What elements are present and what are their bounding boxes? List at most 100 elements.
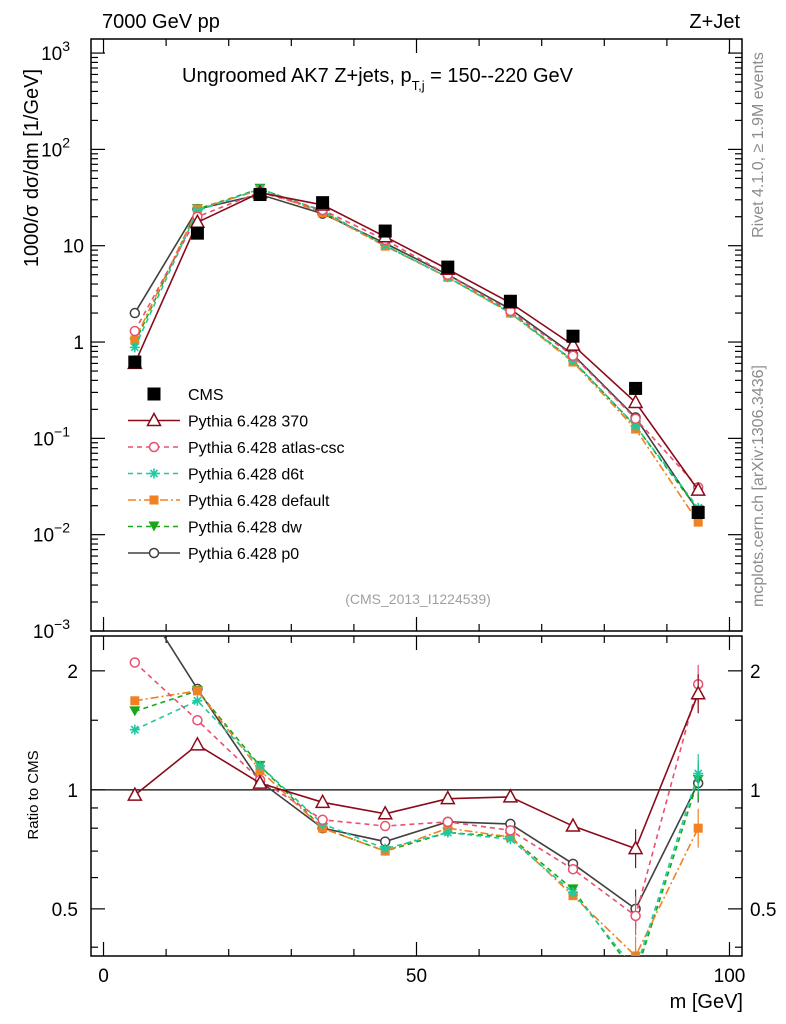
x-axis-title: m [GeV] (670, 991, 743, 1013)
marker-d6t-star (129, 342, 140, 353)
series-line-dw (134, 187, 699, 511)
marker-p370-triangle (565, 336, 581, 351)
series-line-d6t (134, 187, 699, 509)
y-tick-exponent: 3 (62, 38, 70, 54)
ratio-y-tick-label: 1 (67, 781, 78, 802)
marker-p370-triangle (440, 790, 456, 805)
marker-dw-triangle (148, 521, 160, 532)
ratio-line-dw (134, 689, 699, 956)
legend: CMS Pythia 6.428 370 Pythia 6.428 atlas-cs… (128, 387, 345, 563)
marker-d6t-star-stroke (443, 828, 452, 837)
x-tick-label: 100 (714, 966, 746, 987)
marker-d6t-star (693, 768, 704, 779)
marker-d6t-star (442, 827, 453, 838)
marker-p370-triangle (314, 793, 331, 809)
y-tick-exponent: −1 (54, 423, 70, 439)
marker-open-circle (130, 586, 139, 595)
y-tick-mantissa: 10 (33, 526, 54, 547)
marker-default-square (130, 335, 140, 345)
ratio-axes: 0 50 100 0.5 0.5 1 1 2 2 (52, 636, 776, 987)
y-tick-label: 102 (41, 134, 70, 161)
x-tick-label: 0 (98, 966, 109, 987)
marker-open-circle (630, 413, 641, 424)
marker-default-square (130, 696, 140, 706)
marker-d6t-star (567, 887, 578, 898)
plot-title: Ungroomed AK7 Z+jets, pT,j = 150--220 Ge… (182, 65, 574, 93)
marker-d6t-star-stroke (632, 967, 639, 974)
y-tick-mantissa: 10 (33, 622, 54, 643)
marker-d6t-star (380, 843, 391, 854)
marker-p370-triangle (377, 805, 393, 820)
mcplots-label: mcplots.cern.ch [arXiv:1306.3436] (750, 365, 767, 607)
ratio-y-tick-label-right: 2 (750, 662, 761, 683)
ratio-y-tick-label-right: 1 (750, 781, 761, 802)
marker-open-circle (567, 863, 579, 875)
marker-d6t-star (631, 965, 641, 975)
marker-open-circle (192, 714, 203, 726)
marker-open-circle (129, 325, 141, 337)
marker-dw-triangle (630, 970, 641, 980)
series-line-atlas (134, 191, 699, 488)
y-tick-exponent: −3 (54, 616, 70, 632)
marker-d6t-star-stroke (130, 725, 139, 734)
marker-cms-square (147, 387, 161, 401)
ratio-line-atlas (134, 661, 699, 918)
ratio-line-p370 (134, 693, 699, 850)
plot-title-subscript: T,j (412, 78, 425, 93)
marker-cms-square (316, 196, 330, 210)
marker-d6t-star (149, 468, 159, 479)
marker-d6t-star-stroke (255, 761, 265, 771)
marker-open-circle (148, 547, 160, 559)
marker-d6t-star-stroke (632, 967, 639, 974)
y-tick-label: 10−2 (33, 520, 70, 547)
main-panel-frame (90, 38, 743, 632)
marker-d6t-star-stroke (631, 421, 640, 431)
marker-open-circle (148, 441, 160, 453)
marker-default-square (693, 517, 703, 527)
marker-dw-triangle (129, 706, 141, 717)
y-tick-exponent: 2 (62, 134, 70, 150)
ratio-y-tick-label: 0.5 (52, 900, 78, 921)
legend-label-cms: CMS (188, 387, 224, 404)
marker-p370-triangle (252, 774, 268, 789)
marker-p370-triangle (627, 840, 644, 855)
marker-cms-square (378, 224, 392, 238)
y-tick-label: 10−1 (33, 423, 70, 450)
energy-label: 7000 GeV pp (102, 11, 220, 33)
ratio-y-tick-label: 2 (67, 662, 78, 683)
marker-cms-square (629, 381, 643, 395)
analysis-id: (CMS_2013_I1224539) (345, 591, 491, 607)
process-label: Z+Jet (689, 11, 740, 33)
y-tick-label: 10 (63, 237, 84, 258)
ratio-line-d6t (134, 699, 699, 956)
marker-d6t-star-stroke (694, 769, 703, 778)
marker-open-circle (379, 820, 391, 832)
ratio-series (127, 586, 706, 980)
legend-label-dw: Pythia 6.428 dw (188, 520, 302, 537)
marker-d6t-star-stroke (130, 343, 139, 352)
y-tick-exponent: −2 (54, 520, 70, 536)
marker-open-circle (129, 657, 141, 668)
y-tick-mantissa: 1 (73, 333, 84, 354)
marker-p370-triangle (189, 736, 206, 751)
y-tick-mantissa: 10 (63, 237, 84, 258)
marker-default-square (192, 686, 202, 696)
marker-p370-triangle (565, 817, 581, 832)
marker-d6t-star (192, 695, 203, 706)
marker-open-circle (567, 350, 579, 362)
legend-label-p370: Pythia 6.428 370 (188, 414, 308, 431)
marker-open-circle (442, 816, 454, 828)
legend-label-atlas: Pythia 6.428 atlas-csc (188, 440, 345, 457)
y-tick-mantissa: 10 (33, 429, 54, 450)
marker-open-circle (317, 814, 328, 826)
marker-d6t-star (255, 760, 266, 771)
marker-p370-triangle (146, 411, 162, 427)
y-axis-title: 1000/σ dσ/dm [1/GeV] (21, 69, 43, 267)
marker-open-circle (129, 307, 141, 319)
marker-d6t-star-stroke (381, 844, 390, 853)
marker-open-circle (630, 910, 641, 922)
ratio-line-p0 (162, 636, 699, 911)
y-tick-label: 103 (41, 38, 70, 65)
marker-cms-square (190, 226, 204, 240)
